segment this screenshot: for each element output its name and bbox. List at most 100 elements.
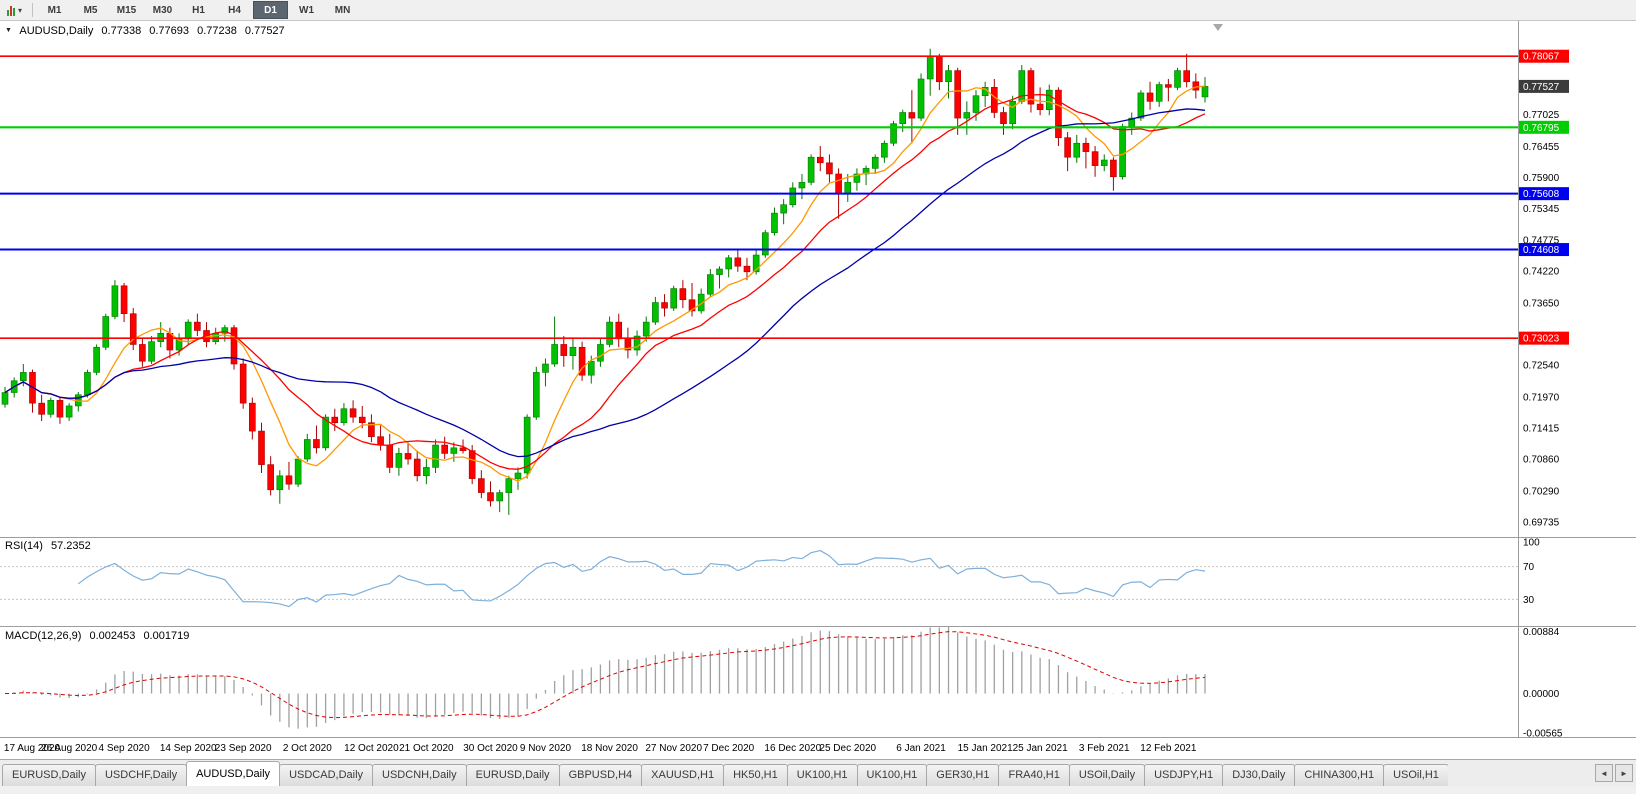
svg-text:70: 70	[1523, 562, 1535, 573]
svg-text:25 Dec 2020: 25 Dec 2020	[819, 743, 876, 754]
chart-type-dropdown[interactable]: ▾	[3, 2, 26, 18]
svg-text:14 Sep 2020: 14 Sep 2020	[160, 743, 217, 754]
chart-tab-usoil-h1[interactable]: USOil,H1	[1383, 764, 1448, 786]
chart-tab-usdcnh-daily[interactable]: USDCNH,Daily	[372, 764, 467, 786]
chart-tab-china300-h1[interactable]: CHINA300,H1	[1294, 764, 1385, 786]
chart-tab-uk100-h1[interactable]: UK100,H1	[786, 764, 858, 786]
timeframe-button-m5[interactable]: M5	[83, 4, 98, 16]
chart-tab-usdcad-daily[interactable]: USDCAD,Daily	[279, 764, 374, 786]
tabs-scroll-right-icon[interactable]: ►	[1615, 764, 1633, 782]
timeframe-button-h1[interactable]: H1	[192, 4, 205, 16]
chevron-down-icon: ▾	[18, 5, 23, 15]
chart-tabs-bar: EURUSD,Daily USDCHF,Daily AUDUSD,Daily USDC…	[0, 759, 1636, 786]
chart-tab-gbpusd-h4[interactable]: GBPUSD,H4	[558, 764, 643, 786]
chart-tab-uk100-h1[interactable]: UK100,H1	[856, 764, 928, 786]
svg-text:15 Jan 2021: 15 Jan 2021	[958, 743, 1013, 754]
moving-average-lines	[4, 85, 1206, 482]
svg-text:0.70290: 0.70290	[1523, 486, 1560, 497]
svg-text:30: 30	[1523, 595, 1535, 606]
svg-text:0.72540: 0.72540	[1523, 361, 1560, 372]
chart-tab-hk50-h1[interactable]: HK50,H1	[723, 764, 788, 786]
macd-pane: 0.00884 0.00000 -0.00565	[4, 627, 1563, 740]
svg-text:0.69735: 0.69735	[1523, 517, 1560, 528]
svg-text:23 Sep 2020: 23 Sep 2020	[215, 743, 272, 754]
tabs-scroll-buttons: ◄ ►	[1595, 764, 1633, 782]
svg-text:4 Sep 2020: 4 Sep 2020	[98, 743, 150, 754]
svg-text:0.74220: 0.74220	[1523, 267, 1560, 278]
chart-tab-eurusd-daily[interactable]: EURUSD,Daily	[465, 764, 560, 786]
svg-text:9 Nov 2020: 9 Nov 2020	[520, 743, 572, 754]
price-axis[interactable]: 0.77025 0.76455 0.75900 0.75345 0.74775 0.742…	[1519, 49, 1569, 529]
macd-signal-line	[4, 631, 1206, 719]
timeframe-button-m1[interactable]: M1	[47, 4, 62, 16]
candlestick-series	[1, 48, 1209, 515]
svg-text:0.00000: 0.00000	[1523, 689, 1560, 700]
svg-text:0.70860: 0.70860	[1523, 455, 1560, 466]
rsi-pane: 100 70 30	[0, 538, 1540, 608]
svg-text:0.73023: 0.73023	[1523, 334, 1560, 345]
svg-text:0.75900: 0.75900	[1523, 173, 1560, 184]
svg-text:0.78067: 0.78067	[1523, 52, 1560, 63]
timeframe-button-w1[interactable]: W1	[299, 4, 315, 16]
svg-text:0.71415: 0.71415	[1523, 424, 1560, 435]
ma-7-line	[4, 85, 1206, 482]
svg-text:3 Feb 2021: 3 Feb 2021	[1079, 743, 1130, 754]
timeframe-button-mn[interactable]: MN	[334, 4, 351, 16]
svg-text:12 Feb 2021: 12 Feb 2021	[1140, 743, 1197, 754]
svg-text:27 Nov 2020: 27 Nov 2020	[645, 743, 702, 754]
svg-text:21 Oct 2020: 21 Oct 2020	[399, 743, 454, 754]
svg-text:0.74608: 0.74608	[1523, 245, 1560, 256]
svg-text:7 Dec 2020: 7 Dec 2020	[703, 743, 755, 754]
timeframe-button-h4[interactable]: H4	[228, 4, 241, 16]
svg-text:30 Oct 2020: 30 Oct 2020	[463, 743, 518, 754]
horizontal-level-lines[interactable]	[0, 55, 1518, 339]
rsi-line	[77, 549, 1206, 608]
svg-text:0.76455: 0.76455	[1523, 142, 1560, 153]
candlestick-chart-icon	[7, 5, 15, 16]
svg-text:2 Oct 2020: 2 Oct 2020	[283, 743, 332, 754]
svg-text:100: 100	[1523, 538, 1540, 549]
timeframe-button-d1[interactable]: D1	[253, 1, 289, 19]
toolbar-separator	[32, 3, 34, 17]
svg-text:0.71970: 0.71970	[1523, 392, 1560, 403]
ma-30-line	[4, 108, 1206, 458]
svg-text:0.75345: 0.75345	[1523, 204, 1560, 215]
timeframe-button-m30[interactable]: M30	[152, 4, 173, 16]
svg-text:16 Dec 2020: 16 Dec 2020	[764, 743, 821, 754]
chart-tab-audusd-daily[interactable]: AUDUSD,Daily	[186, 761, 281, 786]
svg-text:0.73650: 0.73650	[1523, 299, 1560, 310]
svg-text:0.76795: 0.76795	[1523, 123, 1560, 134]
chart-canvas[interactable]: 0.77025 0.76455 0.75900 0.75345 0.74775 0.742…	[0, 20, 1636, 759]
svg-text:25 Jan 2021: 25 Jan 2021	[1013, 743, 1068, 754]
tabs-scroll-left-icon[interactable]: ◄	[1595, 764, 1613, 782]
chart-shift-marker[interactable]	[1213, 24, 1223, 31]
svg-text:12 Oct 2020: 12 Oct 2020	[344, 743, 399, 754]
svg-text:26 Aug 2020: 26 Aug 2020	[41, 743, 98, 754]
svg-text:-0.00565: -0.00565	[1523, 729, 1563, 740]
timeframe-button-m15[interactable]: M15	[116, 4, 137, 16]
timeframe-button-group: M1 M5 M15 M30 H1 H4 D1 W1 MN	[37, 1, 360, 19]
chart-tab-xauusd-h1[interactable]: XAUUSD,H1	[641, 764, 725, 786]
svg-text:0.77025: 0.77025	[1523, 110, 1560, 121]
chart-tab-usdchf-daily[interactable]: USDCHF,Daily	[94, 764, 188, 786]
svg-text:0.75608: 0.75608	[1523, 189, 1560, 200]
svg-text:0.00884: 0.00884	[1523, 627, 1560, 638]
chart-tab-usoil-daily[interactable]: USOil,Daily	[1068, 764, 1146, 786]
pane-separators	[0, 20, 1636, 738]
svg-text:18 Nov 2020: 18 Nov 2020	[581, 743, 638, 754]
chart-tab-usdjpy-h1[interactable]: USDJPY,H1	[1144, 764, 1224, 786]
chart-tab-dj30-daily[interactable]: DJ30,Daily	[1222, 764, 1296, 786]
chart-tab-eurusd-daily[interactable]: EURUSD,Daily	[2, 764, 96, 786]
svg-text:0.74775: 0.74775	[1523, 236, 1560, 247]
chart-tab-ger30-h1[interactable]: GER30,H1	[926, 764, 1000, 786]
svg-text:6 Jan 2021: 6 Jan 2021	[896, 743, 946, 754]
status-bar	[0, 785, 1636, 794]
ma-14-line	[4, 93, 1206, 470]
svg-text:0.77527: 0.77527	[1523, 82, 1560, 93]
svg-text:17 Aug 2020: 17 Aug 2020	[4, 743, 61, 754]
chart-tabs-row: EURUSD,Daily USDCHF,Daily AUDUSD,Daily USDC…	[2, 761, 1448, 786]
timeframe-toolbar: ▾ M1 M5 M15 M30 H1 H4 D1 W1 MN	[0, 0, 1636, 21]
chart-tab-fra40-h1[interactable]: FRA40,H1	[998, 764, 1070, 786]
